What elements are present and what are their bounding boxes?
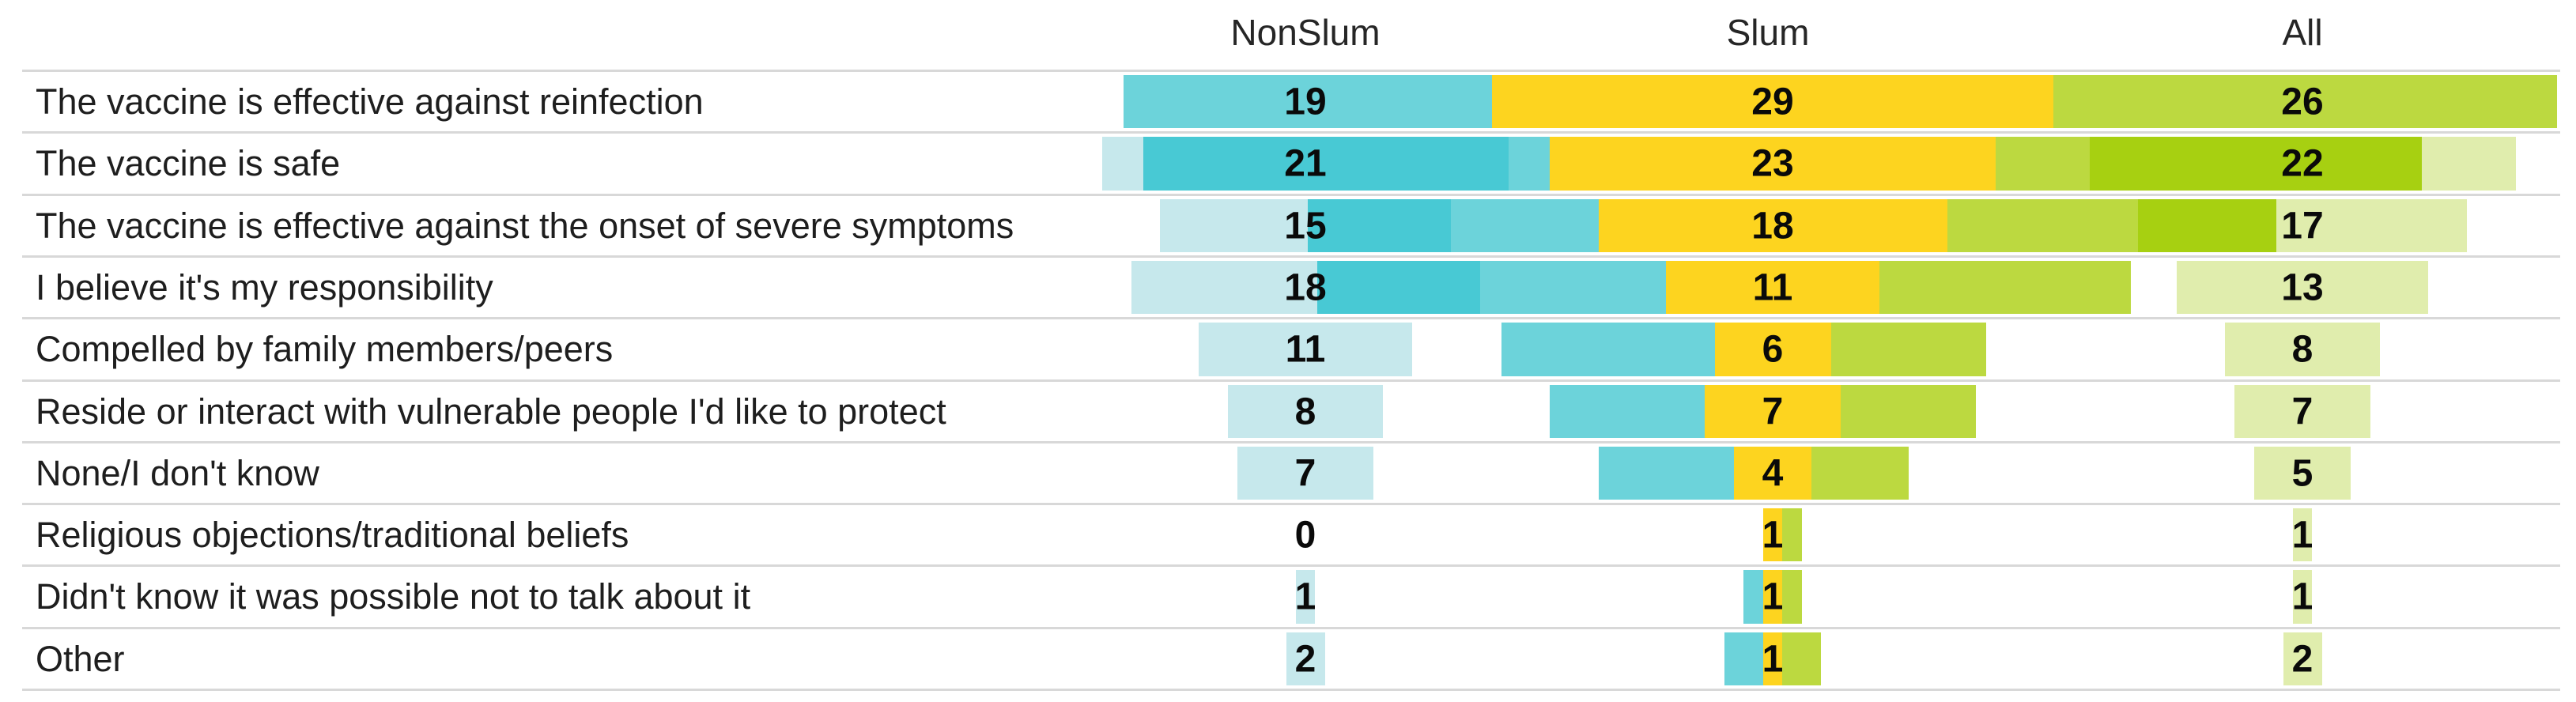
bar-all (1879, 261, 2132, 314)
grid-line (22, 627, 2560, 629)
bar-slum (1491, 75, 2054, 128)
bar-nonslum-pale (1199, 323, 1412, 376)
value-all: 26 (2281, 81, 2324, 123)
bar-all (1830, 323, 1986, 376)
value-slum: 4 (1762, 452, 1784, 494)
bar-all (1811, 447, 1909, 500)
value-all: 8 (2291, 328, 2313, 371)
bar-nonslum-pale (1286, 632, 1325, 685)
bar-all (1840, 385, 1977, 438)
bar-slum (1762, 632, 1783, 685)
column-header-nonslum: NonSlum (1230, 12, 1381, 53)
value-nonslum: 7 (1294, 452, 1316, 494)
value-slum: 1 (1762, 638, 1784, 680)
row-label: Other (36, 638, 125, 679)
value-all: 1 (2291, 576, 2313, 618)
bar-all (1782, 570, 1802, 624)
bar-nonslum-overlap (1308, 199, 1451, 252)
row-label: The vaccine is safe (36, 143, 341, 183)
bar-all-pale (2176, 261, 2429, 314)
grid-line (22, 194, 2560, 196)
value-all: 5 (2291, 452, 2313, 494)
row-label: The vaccine is effective against the ons… (36, 205, 1014, 246)
value-slum: 6 (1762, 328, 1784, 371)
bar-all-pale (2234, 385, 2370, 438)
bar-nonslum (1501, 323, 1715, 376)
value-slum: 29 (1751, 81, 1794, 123)
value-nonslum: 21 (1284, 142, 1327, 185)
value-slum: 1 (1762, 514, 1784, 556)
value-slum: 23 (1751, 142, 1794, 185)
bar-all (2053, 75, 2558, 128)
bar-slum (1734, 447, 1811, 500)
value-all: 13 (2281, 266, 2324, 308)
bar-slum (1550, 137, 1996, 191)
value-nonslum: 1 (1294, 576, 1316, 618)
bar-nonslum (1124, 75, 1492, 128)
bar-all (1782, 632, 1822, 685)
bar-nonslum-pale (1228, 385, 1383, 438)
bar-nonslum-overlap (1143, 137, 1509, 191)
bar-slum (1714, 323, 1831, 376)
grid-line (22, 441, 2560, 443)
value-slum: 7 (1762, 391, 1784, 432)
bar-slum (1598, 199, 1947, 252)
bar-slum (1762, 508, 1783, 561)
value-all: 22 (2281, 142, 2324, 185)
value-all: 17 (2281, 205, 2324, 247)
bar-nonslum-pale (1237, 447, 1373, 500)
value-nonslum: 19 (1284, 81, 1327, 123)
column-header-all: All (2282, 12, 2323, 53)
row-label: Compelled by family members/peers (36, 329, 614, 369)
value-nonslum: 8 (1294, 391, 1316, 432)
value-nonslum: 2 (1294, 638, 1316, 680)
row-label: Reside or interact with vulnerable peopl… (36, 391, 946, 432)
row-label: None/I don't know (36, 452, 319, 493)
bar-slum (1762, 570, 1783, 624)
grid-line (22, 503, 2560, 505)
bar-all-pale (2253, 447, 2351, 500)
grid-line (22, 564, 2560, 567)
value-all: 7 (2291, 391, 2313, 432)
bar-slum (1666, 261, 1879, 314)
value-slum: 18 (1751, 205, 1794, 247)
bar-nonslum (1598, 447, 1734, 500)
grid-line (22, 255, 2560, 258)
column-header-slum: Slum (1726, 12, 1810, 53)
bar-all-pale (2292, 508, 2313, 561)
row-label: I believe it's my responsibility (36, 266, 493, 308)
bar-all-pale (2283, 632, 2322, 685)
row-label: Religious objections/traditional beliefs (36, 514, 629, 555)
value-nonslum: 11 (1285, 328, 1326, 371)
value-all: 1 (2291, 514, 2313, 556)
value-nonslum: 18 (1284, 266, 1327, 308)
grid-line (22, 379, 2560, 382)
value-nonslum: 15 (1284, 205, 1327, 247)
value-nonslum: 0 (1294, 514, 1316, 556)
bar-nonslum (1724, 632, 1763, 685)
row-label: Didn't know it was possible not to talk … (36, 576, 751, 617)
value-all: 2 (2291, 638, 2313, 680)
grid-line (22, 317, 2560, 319)
bar-all-overlap (2089, 137, 2422, 191)
grid-line (22, 131, 2560, 134)
bar-nonslum (1550, 385, 1705, 438)
bar-all (1782, 508, 1802, 561)
bar-slum (1705, 385, 1841, 438)
grid-line (22, 689, 2560, 691)
bar-all-pale (2225, 323, 2380, 376)
row-label: The vaccine is effective against reinfec… (36, 81, 704, 122)
value-slum: 1 (1762, 576, 1784, 618)
bar-nonslum (1743, 570, 1763, 624)
bar-nonslum-overlap (1317, 261, 1480, 314)
bar-all-pale (2292, 570, 2313, 624)
grid-line (22, 70, 2560, 72)
bar-nonslum-pale (1295, 570, 1316, 624)
bar-all-overlap (2137, 199, 2276, 252)
value-slum: 11 (1752, 266, 1793, 308)
